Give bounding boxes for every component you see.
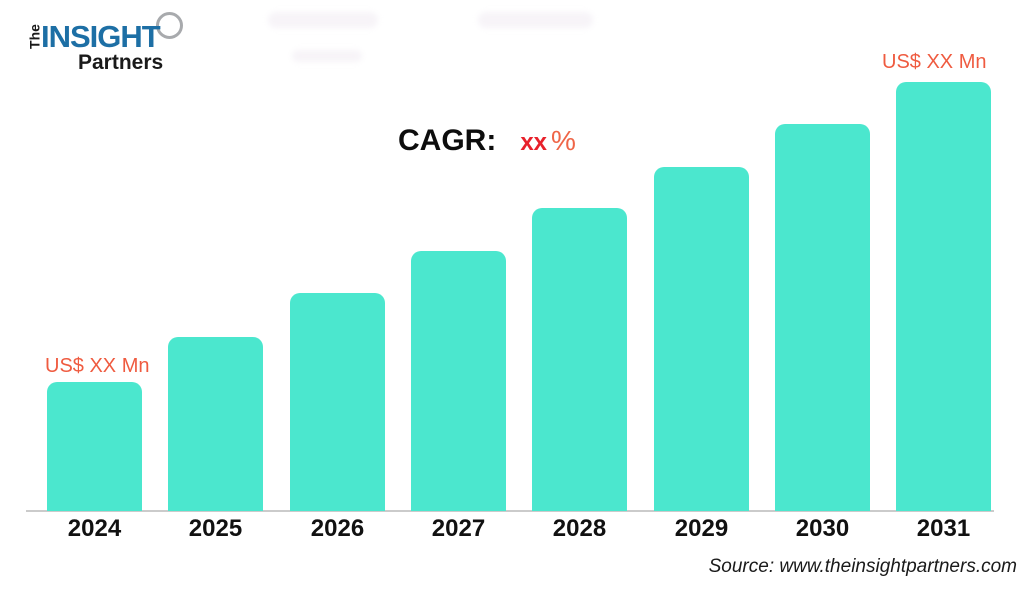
bar-2030: [775, 124, 870, 511]
bar-2027: [411, 251, 506, 511]
bar-2029: [654, 167, 749, 511]
x-axis-label-2031: 2031: [916, 515, 971, 542]
x-axis-label-2028: 2028: [552, 515, 607, 542]
x-axis-label-2024: 2024: [67, 515, 122, 542]
cagr-value: xx: [520, 129, 548, 156]
value-label-2031: US$ XX Mn: [882, 51, 987, 73]
cagr-percent-sign: %: [551, 125, 576, 156]
watermark-artifact: [268, 12, 378, 28]
x-axis-label-2027: 2027: [431, 515, 486, 542]
bar-2025: [168, 337, 263, 511]
source-note: Source: www.theinsightpartners.com: [708, 556, 1017, 577]
magnifier-lens-icon: [156, 12, 183, 39]
x-axis-line: [26, 510, 994, 512]
x-axis-label-2030: 2030: [795, 515, 850, 542]
value-label-2024: US$ XX Mn: [45, 355, 150, 377]
cagr-annotation: CAGR: xx %: [398, 124, 576, 158]
bar-2031: [896, 82, 991, 511]
insight-partners-logo: The INSIGHT Partners: [27, 8, 198, 74]
watermark-artifact: [292, 50, 362, 62]
watermark-artifact: [478, 12, 593, 28]
logo-word-partners: Partners: [78, 51, 164, 74]
logo-word-insight: INSIGHT: [41, 19, 161, 54]
cagr-label: CAGR:: [398, 124, 497, 157]
bar-2026: [290, 293, 385, 511]
x-axis-label-2025: 2025: [188, 515, 243, 542]
x-axis-label-2026: 2026: [310, 515, 365, 542]
x-axis-label-2029: 2029: [674, 515, 729, 542]
bar-2024: [47, 382, 142, 511]
bar-2028: [532, 208, 627, 511]
